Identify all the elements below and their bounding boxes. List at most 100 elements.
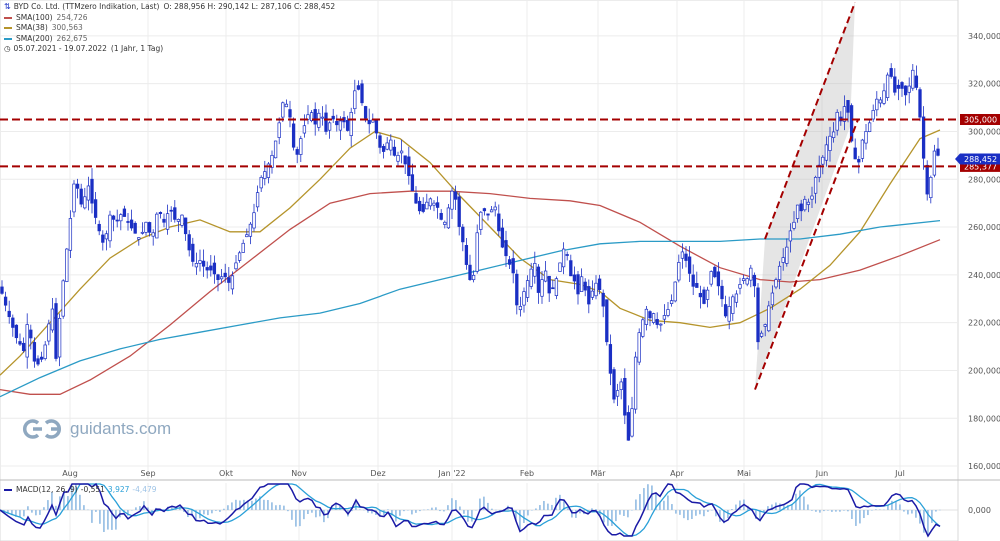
candle-body xyxy=(576,274,580,295)
macd-histogram-bar xyxy=(523,510,525,523)
macd-histogram-bar xyxy=(51,492,53,510)
macd-histogram-bar xyxy=(491,508,493,510)
macd-histogram-bar xyxy=(195,510,197,521)
candle-body xyxy=(569,260,573,277)
x-tick-label: Nov xyxy=(291,469,307,478)
macd-histogram-bar xyxy=(631,510,633,511)
guidants-logo-icon xyxy=(22,419,62,439)
macd-histogram-bar xyxy=(55,505,57,510)
candle-body xyxy=(417,200,422,212)
trend-channel-lines[interactable] xyxy=(754,2,859,390)
macd-histogram-bar xyxy=(791,503,793,510)
candle-body xyxy=(738,284,742,289)
candle-body xyxy=(363,106,368,119)
candle-body xyxy=(29,329,33,339)
candle-body xyxy=(151,232,155,237)
candle-body xyxy=(813,176,818,194)
macd-histogram-bar xyxy=(543,500,545,510)
candle-body xyxy=(673,281,677,302)
candle-body xyxy=(389,139,393,151)
macd-histogram-bar xyxy=(851,510,853,520)
macd-value-3: -4,479 xyxy=(132,485,157,494)
macd-histogram-bar xyxy=(579,510,581,514)
macd-histogram-bar xyxy=(799,490,801,510)
horizontal-lines[interactable] xyxy=(0,118,958,168)
macd-histogram-bar xyxy=(7,510,9,514)
candle-body xyxy=(867,122,872,132)
instrument-title: BYD Co. Ltd. (TTMzero Indikation, Last) xyxy=(13,2,160,11)
candle-body xyxy=(860,139,865,159)
candle-body xyxy=(515,273,519,306)
candle-body xyxy=(752,274,757,287)
macd-histogram-bar xyxy=(191,510,193,517)
sma38-swatch xyxy=(4,27,12,30)
macd-histogram-bar xyxy=(427,509,429,510)
macd-histogram-bar xyxy=(535,508,537,510)
legend-sma200[interactable]: SMA(200) 262,675 xyxy=(4,34,335,45)
candle-body xyxy=(54,303,58,359)
candle-body xyxy=(932,150,937,176)
candle-body xyxy=(245,234,249,238)
macd-histogram-bar xyxy=(667,495,669,510)
candle-body xyxy=(11,317,15,328)
candle-body xyxy=(846,100,850,113)
candle-body xyxy=(248,223,253,237)
candle-body xyxy=(403,155,407,165)
legend-range[interactable]: ◷ 05.07.2021 - 19.07.2022 (1 Jahr, 1 Tag… xyxy=(4,44,335,55)
candle-body xyxy=(288,109,292,118)
candle-body xyxy=(810,195,814,200)
watermark: guidants.com xyxy=(20,418,171,440)
candle-body xyxy=(936,148,940,156)
candle-body xyxy=(698,292,703,298)
macd-histogram-bar xyxy=(287,510,289,512)
x-tick-label: Aug xyxy=(62,469,78,478)
candle-body xyxy=(713,266,717,278)
candle-body xyxy=(684,253,688,261)
macd-histogram-bar xyxy=(683,510,685,519)
candle-body xyxy=(428,198,433,207)
candle-body xyxy=(547,275,551,294)
macd-histogram-bar xyxy=(679,510,681,515)
candle-body xyxy=(741,278,746,281)
macd-histogram-bar xyxy=(103,510,105,532)
macd-histogram-bar xyxy=(307,510,309,514)
legend-sma38[interactable]: SMA(38) 300,563 xyxy=(4,23,335,34)
date-range: 05.07.2021 - 19.07.2022 xyxy=(13,44,107,53)
candle-body xyxy=(745,278,749,285)
candle-body xyxy=(497,213,501,232)
candle-body xyxy=(677,262,681,281)
candle-body xyxy=(111,215,116,220)
candle-body xyxy=(155,213,159,239)
candle-body xyxy=(648,311,652,319)
y-tick-label: 260,000 xyxy=(968,223,1000,232)
macd-histogram-bar xyxy=(855,510,857,526)
candle-body xyxy=(381,146,386,152)
candle-body xyxy=(421,204,425,212)
candle-body xyxy=(522,291,526,306)
candle-body xyxy=(792,221,796,229)
candle-body xyxy=(126,221,130,223)
candle-body xyxy=(623,377,627,416)
candle-body xyxy=(695,283,699,288)
candle-body xyxy=(853,147,857,160)
candle-body xyxy=(291,123,296,148)
macd-histogram-bar xyxy=(183,510,185,512)
candle-body xyxy=(619,381,623,390)
x-tick-label: Jan '22 xyxy=(437,469,465,478)
macd-histogram-bar xyxy=(419,510,421,512)
macd-histogram-bar xyxy=(907,510,909,515)
macd-histogram-bar xyxy=(763,510,765,513)
candle-body xyxy=(327,122,332,131)
candle-body xyxy=(378,135,382,148)
candle-body xyxy=(579,276,584,292)
macd-legend[interactable]: MACD(12, 26, 9) -0,551 3,927 -4,479 xyxy=(4,485,160,494)
macd-histogram-bar xyxy=(271,502,273,510)
y-tick-label: 200,000 xyxy=(968,366,1000,375)
legend-sma100[interactable]: SMA(100) 254,726 xyxy=(4,13,335,24)
candle-body xyxy=(47,323,51,342)
candle-body xyxy=(39,356,44,360)
macd-histogram-bar xyxy=(563,499,565,510)
candle-body xyxy=(763,324,767,327)
candle-body xyxy=(914,75,919,88)
